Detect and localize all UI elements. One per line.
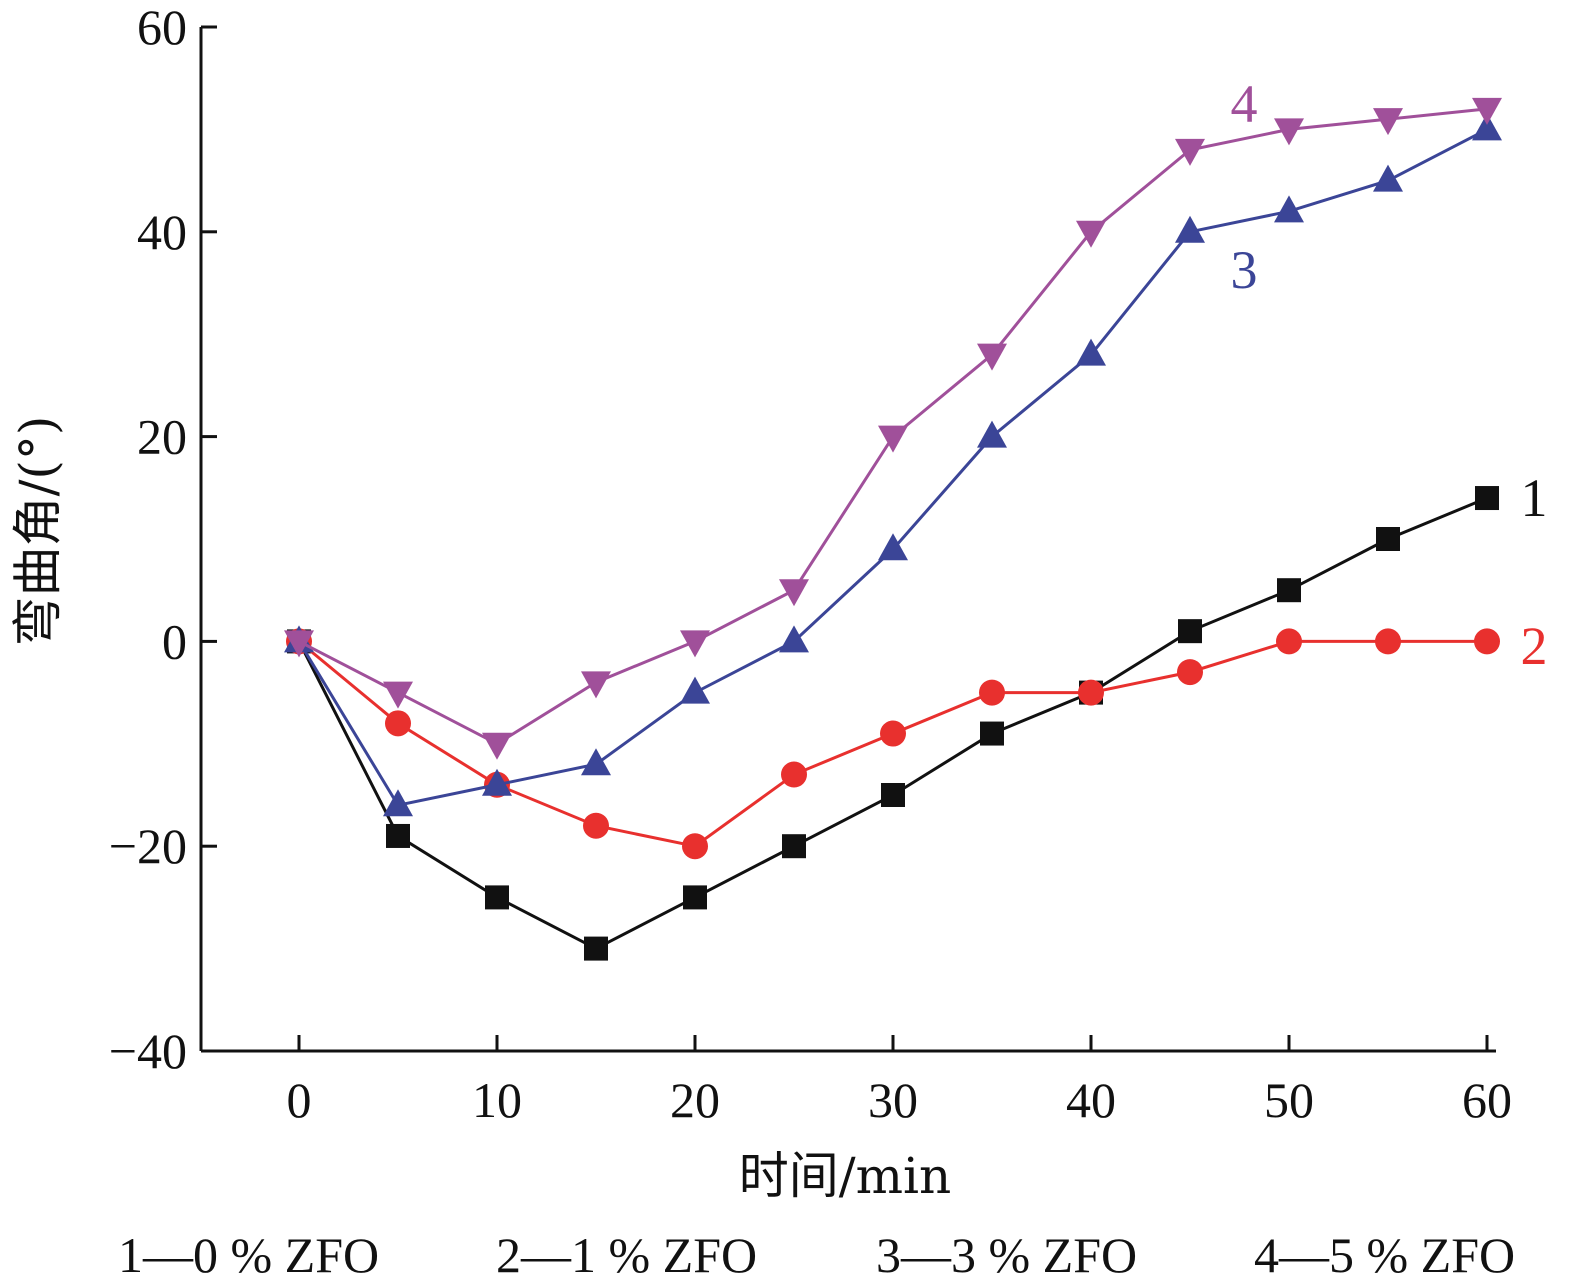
series-4-point [284,630,314,658]
series-3-point [1274,195,1304,223]
legend: 1—0 % ZFO 2—1 % ZFO 3—3 % ZFO 4—5 % ZFO [118,1227,1515,1283]
series-4-point [977,343,1007,371]
series-1-point [386,823,410,848]
series-label-2: 2 [1521,616,1548,676]
series-2-point [385,710,411,737]
series-4-point [1076,220,1106,248]
series-2-point [880,720,906,747]
series-1-point [1178,619,1202,644]
series-4-point [1472,97,1502,125]
legend-entry-4: 4—5 % ZFO [1254,1227,1515,1283]
series-4-point [581,671,611,699]
legend-entry-2: 2—1 % ZFO [496,1227,757,1283]
legend-entry-3: 3—3 % ZFO [876,1227,1137,1283]
x-axis-title: 时间/min [739,1147,951,1205]
series-2-point [1375,628,1401,655]
series-label-1: 1 [1521,468,1548,528]
x-tick-label: 0 [287,1072,312,1128]
series-3-point [383,789,413,817]
series-3-point [1175,215,1205,243]
series-4-point [878,425,908,453]
series-4-point [1274,118,1304,146]
series-labels: 4 3 1 2 [1231,74,1548,676]
series-2-point [583,812,609,839]
y-axis-title: 弯曲角/(°) [9,416,67,647]
series-1-point [881,783,905,807]
plot-area [284,97,1502,961]
series-label-4: 4 [1231,74,1258,134]
x-tick-label: 20 [670,1072,720,1128]
series-3 [284,113,1502,817]
y-tick-label: −20 [109,818,187,874]
series-1-point [1277,578,1301,603]
series-4-point [1373,108,1403,136]
y-tick-label: −40 [109,1023,187,1079]
axes: −40 −20 0 20 40 60 0 10 20 30 40 50 60 [109,0,1512,1128]
series-3-point [482,768,512,796]
series-3-point [1373,164,1403,192]
series-1-point [683,885,707,910]
x-tick-label: 30 [868,1072,918,1128]
series-4-point [1175,138,1205,166]
series-2-point [979,679,1005,706]
series-4 [284,97,1502,760]
series-label-3: 3 [1231,240,1258,300]
series-3-point [680,676,710,704]
series-3-point [977,420,1007,448]
series-1-point [782,834,806,859]
series-3-point [779,625,809,653]
series-2-point [1078,679,1104,706]
series-1-point [584,936,608,961]
series-2-point [1474,628,1500,655]
series-1-point [1376,527,1400,551]
x-tick-label: 50 [1264,1072,1314,1128]
y-tick-label: 60 [137,0,187,55]
series-4-point [383,681,413,709]
series-3-point [1472,113,1502,141]
x-tick-label: 40 [1066,1072,1116,1128]
series-4-point [680,630,710,658]
series-2-point [1177,659,1203,686]
series-2-point [682,833,708,860]
y-tick-label: 0 [162,613,187,669]
x-tick-label: 10 [472,1072,522,1128]
y-ticks: −40 −20 0 20 40 60 [109,0,217,1079]
series-3-point [581,748,611,776]
series-3-point [878,533,908,561]
y-tick-label: 40 [137,204,187,260]
series-4-point [779,579,809,607]
legend-entry-1: 1—0 % ZFO [118,1227,379,1283]
series-2-point [781,761,807,788]
series-1-point [485,885,509,910]
x-tick-label: 60 [1462,1072,1512,1128]
series-3-line [297,128,1488,807]
series-1-point [980,721,1004,746]
series-2 [286,628,1500,860]
series-2-point [1276,628,1302,655]
x-ticks: 0 10 20 30 40 50 60 [287,1035,1512,1128]
series-3-point [1076,338,1106,366]
series-1 [287,486,1499,961]
series-1-point [1475,486,1499,511]
series-4-point [482,732,512,760]
y-tick-label: 20 [137,409,187,465]
